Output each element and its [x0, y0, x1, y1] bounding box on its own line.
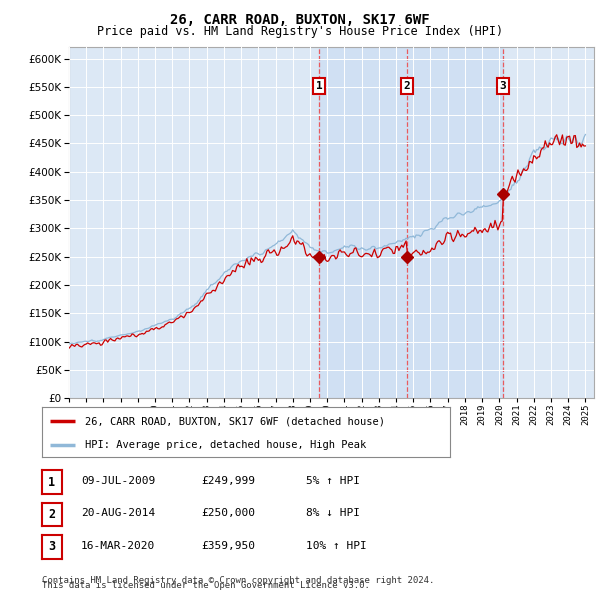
- Text: 1: 1: [316, 81, 322, 91]
- Text: £250,000: £250,000: [201, 509, 255, 518]
- Text: 5% ↑ HPI: 5% ↑ HPI: [306, 476, 360, 486]
- Text: 3: 3: [500, 81, 506, 91]
- Text: Contains HM Land Registry data © Crown copyright and database right 2024.: Contains HM Land Registry data © Crown c…: [42, 576, 434, 585]
- Text: 2: 2: [404, 81, 410, 91]
- Text: This data is licensed under the Open Government Licence v3.0.: This data is licensed under the Open Gov…: [42, 581, 370, 590]
- Text: 16-MAR-2020: 16-MAR-2020: [81, 541, 155, 550]
- Bar: [319, 47, 503, 398]
- Text: 1: 1: [49, 476, 55, 489]
- Text: £359,950: £359,950: [201, 541, 255, 550]
- Text: 2: 2: [49, 508, 55, 521]
- Text: 10% ↑ HPI: 10% ↑ HPI: [306, 541, 367, 550]
- Text: Price paid vs. HM Land Registry's House Price Index (HPI): Price paid vs. HM Land Registry's House …: [97, 25, 503, 38]
- Text: 8% ↓ HPI: 8% ↓ HPI: [306, 509, 360, 518]
- Text: HPI: Average price, detached house, High Peak: HPI: Average price, detached house, High…: [85, 440, 366, 450]
- Text: £249,999: £249,999: [201, 476, 255, 486]
- Text: 26, CARR ROAD, BUXTON, SK17 6WF (detached house): 26, CARR ROAD, BUXTON, SK17 6WF (detache…: [85, 416, 385, 426]
- Text: 26, CARR ROAD, BUXTON, SK17 6WF: 26, CARR ROAD, BUXTON, SK17 6WF: [170, 13, 430, 27]
- Text: 3: 3: [49, 540, 55, 553]
- Text: 09-JUL-2009: 09-JUL-2009: [81, 476, 155, 486]
- Text: 20-AUG-2014: 20-AUG-2014: [81, 509, 155, 518]
